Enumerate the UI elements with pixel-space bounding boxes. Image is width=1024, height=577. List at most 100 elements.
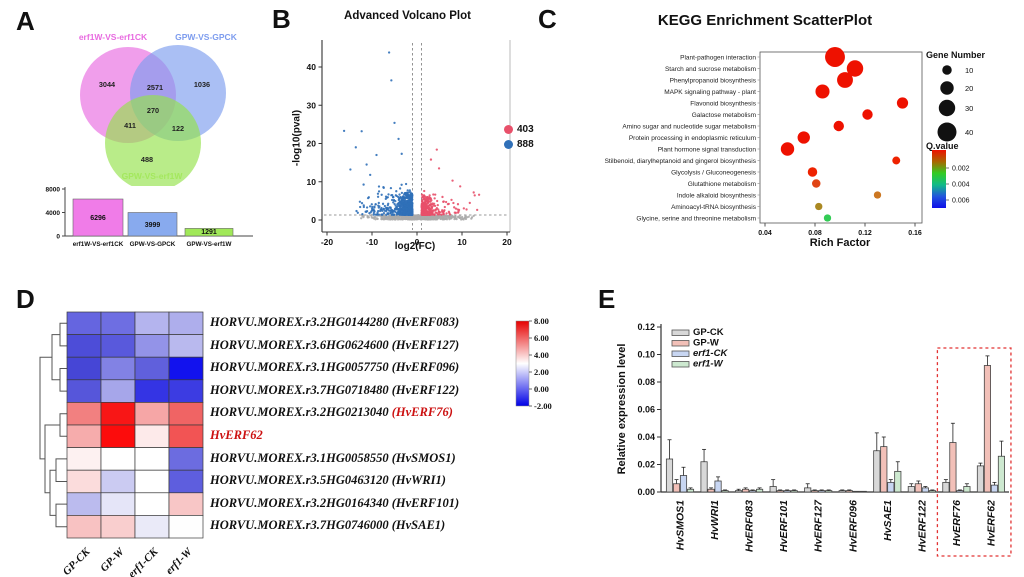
volcano-point	[376, 195, 380, 198]
heatmap-cell	[134, 424, 170, 448]
volcano-x-axis-label: log2(FC)	[394, 241, 436, 252]
heatmap-cell	[66, 311, 102, 335]
kegg-bubble	[833, 120, 844, 132]
volcano-point	[360, 202, 364, 205]
volcano-point	[372, 208, 375, 211]
volcano-point	[390, 79, 393, 82]
volcano-point	[456, 203, 460, 206]
expr-bar-GP-CK	[769, 486, 777, 493]
expr-bar-erf1-CK	[783, 490, 791, 493]
volcano-point	[426, 200, 429, 203]
expr-category-label: HvERF096	[847, 500, 859, 552]
volcano-point	[423, 213, 426, 216]
volcano-point	[385, 213, 388, 216]
volcano-point	[400, 152, 403, 155]
heatmap-row-label: HORVU.MOREX.r3.7HG0718480 (HvERF122)	[210, 382, 460, 397]
volcano-point	[401, 195, 405, 198]
volcano-point	[424, 195, 427, 198]
heatmap-cell	[66, 424, 102, 448]
volcano-point	[400, 198, 403, 202]
expr-bar-erf1-W	[721, 490, 729, 493]
expr-bar-GP-CK	[665, 458, 674, 493]
volcano-point	[454, 216, 457, 220]
heatmap-dendrogram	[39, 322, 68, 528]
volcano-point	[442, 218, 445, 221]
volcano-point	[440, 216, 444, 219]
volcano-point	[451, 179, 454, 182]
kegg-pathway-label: Phenylpropanoid biosynthesis	[670, 77, 757, 84]
volcano-point	[366, 196, 370, 200]
volcano-point	[423, 204, 426, 207]
venn-circle-GPW-VS-erf1W	[105, 95, 201, 186]
venn-set-label: erf1W-VS-erf1CK	[79, 32, 148, 42]
panel-c-label: C	[538, 4, 557, 34]
volcano-point	[438, 213, 441, 216]
volcano-point	[422, 217, 425, 221]
volcano-point	[431, 210, 434, 214]
kegg-bubble	[815, 84, 830, 99]
volcano-point	[420, 216, 423, 220]
kegg-pathway-label: Protein processing in endoplasmic reticu…	[629, 135, 756, 142]
volcano-point	[361, 212, 364, 216]
volcano-point	[398, 187, 402, 190]
volcano-point	[424, 209, 427, 213]
kegg-qvalue-tick: 0.006	[952, 198, 970, 205]
volcano-point	[367, 216, 370, 219]
expr-bar-erf1-CK	[679, 475, 688, 493]
expr-legend-label: GP-CK	[693, 327, 724, 338]
kegg-pathway-label: Flavonoid biosynthesis	[690, 100, 757, 107]
kegg-bubble	[862, 109, 873, 120]
volcano-point	[382, 212, 386, 215]
expr-bar-GP-CK	[907, 486, 915, 493]
kegg-qvalue-legend-title: Q.value	[926, 141, 959, 151]
deg-count-bar-chart: 0 4000 8000 6296 erf1W-VS-erf1CK 3999 GPW-VS-G…	[46, 187, 253, 248]
volcano-point	[406, 192, 409, 195]
volcano-point	[441, 210, 445, 213]
heatmap-cell	[100, 402, 136, 426]
kegg-pathway-label: Glycolysis / Gluconeogenesis	[671, 169, 757, 176]
volcano-point	[396, 218, 400, 221]
volcano-point	[442, 200, 445, 203]
volcano-point	[392, 217, 396, 221]
expr-legend-swatch	[671, 329, 690, 336]
expr-bar-erf1-CK	[852, 490, 860, 493]
volcano-point	[434, 208, 437, 211]
heatmap-cell	[100, 469, 136, 494]
volcano-point	[435, 206, 439, 210]
heatmap-cell	[66, 379, 102, 403]
volcano-point	[432, 202, 436, 205]
expr-bar-erf1-CK	[714, 480, 722, 493]
heatmap-colorbar-gradient	[515, 320, 530, 407]
heatmap-cell	[168, 356, 204, 381]
volcano-point	[444, 217, 447, 220]
volcano-point	[381, 209, 384, 213]
heatmap-cell	[66, 334, 102, 358]
volcano-point	[429, 200, 432, 203]
volcano-point	[425, 202, 428, 205]
volcano-point	[390, 194, 393, 197]
a-bar-ytick: 0	[56, 234, 60, 241]
expr-bar-erf1-W	[686, 488, 695, 493]
volcano-point	[401, 206, 404, 210]
heatmap-cell	[100, 356, 136, 381]
heatmap-row-label: HORVU.MOREX.r3.1HG0058550 (HvSMOS1)	[210, 450, 456, 465]
volcano-point	[377, 185, 381, 188]
a-bar-value: 6296	[90, 215, 106, 222]
volcano-point	[370, 209, 373, 213]
kegg-size-legend-dot	[938, 99, 956, 117]
volcano-point	[464, 215, 467, 219]
volcano-point	[403, 192, 406, 195]
expr-ytick: 0.12	[637, 322, 655, 332]
volcano-point	[440, 213, 443, 216]
expr-bar-erf1-W	[928, 490, 936, 493]
expr-bar-GP-CK	[838, 490, 846, 493]
heatmap-colorbar-tick: -2.00	[534, 401, 552, 411]
expr-ytick: 0.00	[637, 487, 655, 497]
volcano-point	[448, 218, 451, 221]
expr-ytick: 0.08	[637, 377, 655, 387]
heatmap-column-label: GP-CK	[60, 546, 93, 577]
volcano-point	[420, 209, 423, 212]
volcano-point	[441, 195, 444, 199]
volcano-plot: 0 10 20 30 40 -20 -10 0 10 20	[307, 40, 512, 247]
venn-region-count: 488	[141, 155, 153, 164]
